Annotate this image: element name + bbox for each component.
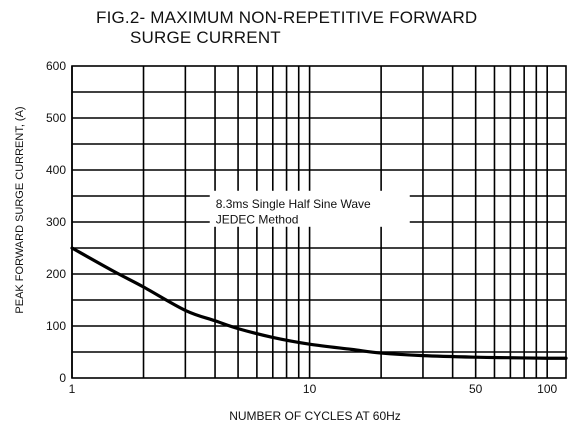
y-tick-label: 100 bbox=[46, 319, 66, 333]
x-tick-label: 10 bbox=[303, 382, 317, 396]
plot-frame bbox=[71, 65, 567, 379]
annotation-background bbox=[209, 190, 410, 227]
x-tick-label: 1 bbox=[69, 382, 76, 396]
surge-current-curve bbox=[70, 246, 568, 360]
y-tick-label: 500 bbox=[46, 111, 66, 125]
annotation-line2: JEDEC Method bbox=[216, 212, 299, 226]
y-tick-label: 300 bbox=[46, 215, 66, 229]
y-tick-label: 600 bbox=[46, 59, 66, 73]
y-tick-label: 200 bbox=[46, 267, 66, 281]
x-tick-label: 100 bbox=[537, 382, 557, 396]
annotation-line1: 8.3ms Single Half Sine Wave bbox=[216, 197, 371, 211]
x-tick-label: 50 bbox=[469, 382, 483, 396]
y-tick-label: 400 bbox=[46, 163, 66, 177]
chart-title-line1: FIG.2- MAXIMUM NON-REPETITIVE FORWARD bbox=[96, 8, 478, 27]
y-tick-label: 0 bbox=[59, 371, 66, 385]
x-axis-label: NUMBER OF CYCLES AT 60Hz bbox=[229, 409, 401, 423]
chart-title-line2: SURGE CURRENT bbox=[130, 28, 281, 47]
chart-title: FIG.2- MAXIMUM NON-REPETITIVE FORWARD SU… bbox=[96, 8, 477, 48]
